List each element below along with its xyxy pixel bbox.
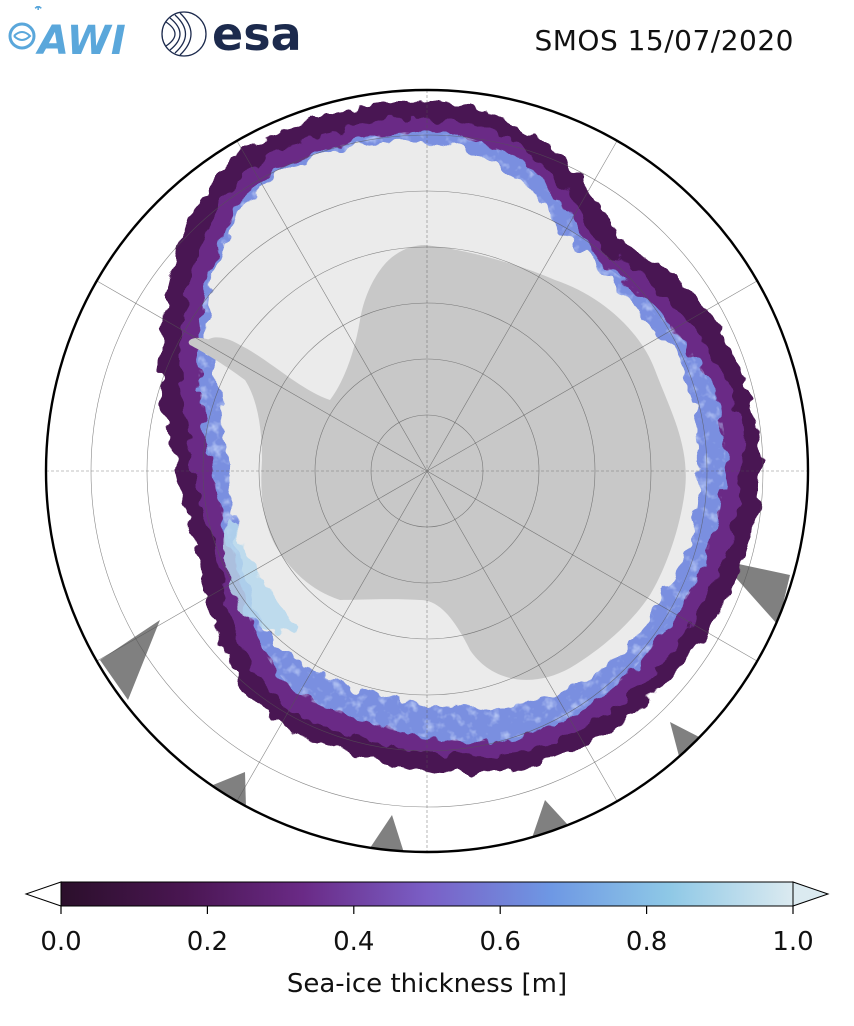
colorbar-gradient: [60, 881, 794, 907]
colorbar-label: Sea-ice thickness [m]: [287, 969, 567, 999]
colorbar-tick-label: 1.0: [772, 927, 813, 957]
colorbar-ticks: 0.0 0.2 0.4 0.6 0.8 1.0: [40, 906, 814, 957]
colorbar: 0.0 0.2 0.4 0.6 0.8 1.0 Sea-ice thickness [m]: [24, 881, 830, 999]
colorbar-tick-label: 0.6: [480, 927, 521, 957]
awi-logo: ✱ AWI: [8, 6, 126, 62]
colorbar-extend-min: [24, 881, 62, 907]
header: ✱ AWI esa SMOS 15/07/2020: [0, 0, 854, 70]
esa-logo: esa: [161, 8, 302, 60]
colorbar-tick-label: 0.8: [626, 927, 667, 957]
polar-map: [44, 88, 810, 854]
meridians: [46, 90, 808, 852]
colorbar-tick-label: 0.2: [187, 927, 228, 957]
antarctica-land: [204, 245, 686, 680]
map-border: [44, 88, 810, 854]
thin-ice-patch: [224, 520, 300, 633]
colorbar-extend-max: [792, 881, 830, 907]
no-data-wedges: [100, 560, 790, 852]
svg-text:✱: ✱: [34, 6, 42, 13]
map-title: SMOS 15/07/2020: [534, 24, 794, 57]
antarctic-peninsula: [188, 337, 255, 380]
svg-text:esa: esa: [212, 8, 302, 60]
colorbar-tick-label: 0.0: [40, 927, 81, 957]
svg-text:AWI: AWI: [35, 18, 126, 62]
colorbar-tick-label: 0.4: [333, 927, 374, 957]
